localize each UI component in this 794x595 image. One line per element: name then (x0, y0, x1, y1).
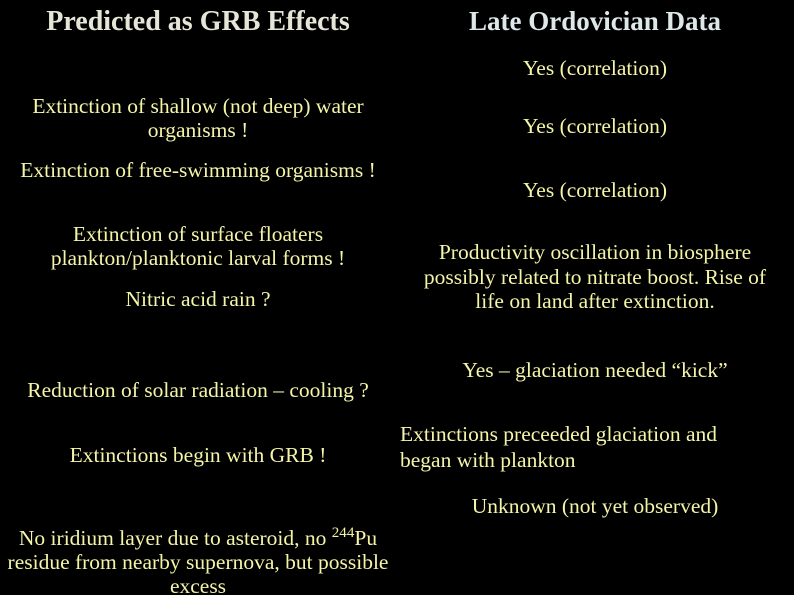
left-footer-pre: No iridium layer due to asteroid, no (19, 526, 332, 550)
left-item-surface-floaters: Extinction of surface floaters plankton/… (18, 222, 378, 270)
right-item-glaciation: Yes – glaciation needed “kick” (415, 358, 775, 383)
left-footer-sup: 244 (332, 525, 355, 541)
right-item-yes-1: Yes (correlation) (415, 56, 775, 81)
right-heading: Late Ordovician Data (415, 6, 775, 37)
right-item-unknown: Unknown (not yet observed) (415, 494, 775, 519)
right-item-preceeded: Extinctions preceeded glaciation and beg… (400, 422, 760, 474)
left-item-iridium: No iridium layer due to asteroid, no 244… (6, 526, 390, 595)
right-item-productivity: Productivity oscillation in biosphere po… (415, 240, 775, 314)
right-item-yes-2: Yes (correlation) (415, 114, 775, 139)
left-item-shallow: Extinction of shallow (not deep) water o… (18, 94, 378, 142)
left-heading: Predicted as GRB Effects (18, 6, 378, 38)
left-item-extinctions-begin: Extinctions begin with GRB ! (18, 443, 378, 467)
left-item-solar-cooling: Reduction of solar radiation – cooling ? (18, 378, 378, 402)
left-item-nitric-acid: Nitric acid rain ? (18, 287, 378, 311)
left-item-free-swimming: Extinction of free-swimming organisms ! (18, 158, 378, 182)
slide: Predicted as GRB Effects Extinction of s… (0, 0, 794, 595)
right-item-yes-3: Yes (correlation) (415, 178, 775, 203)
